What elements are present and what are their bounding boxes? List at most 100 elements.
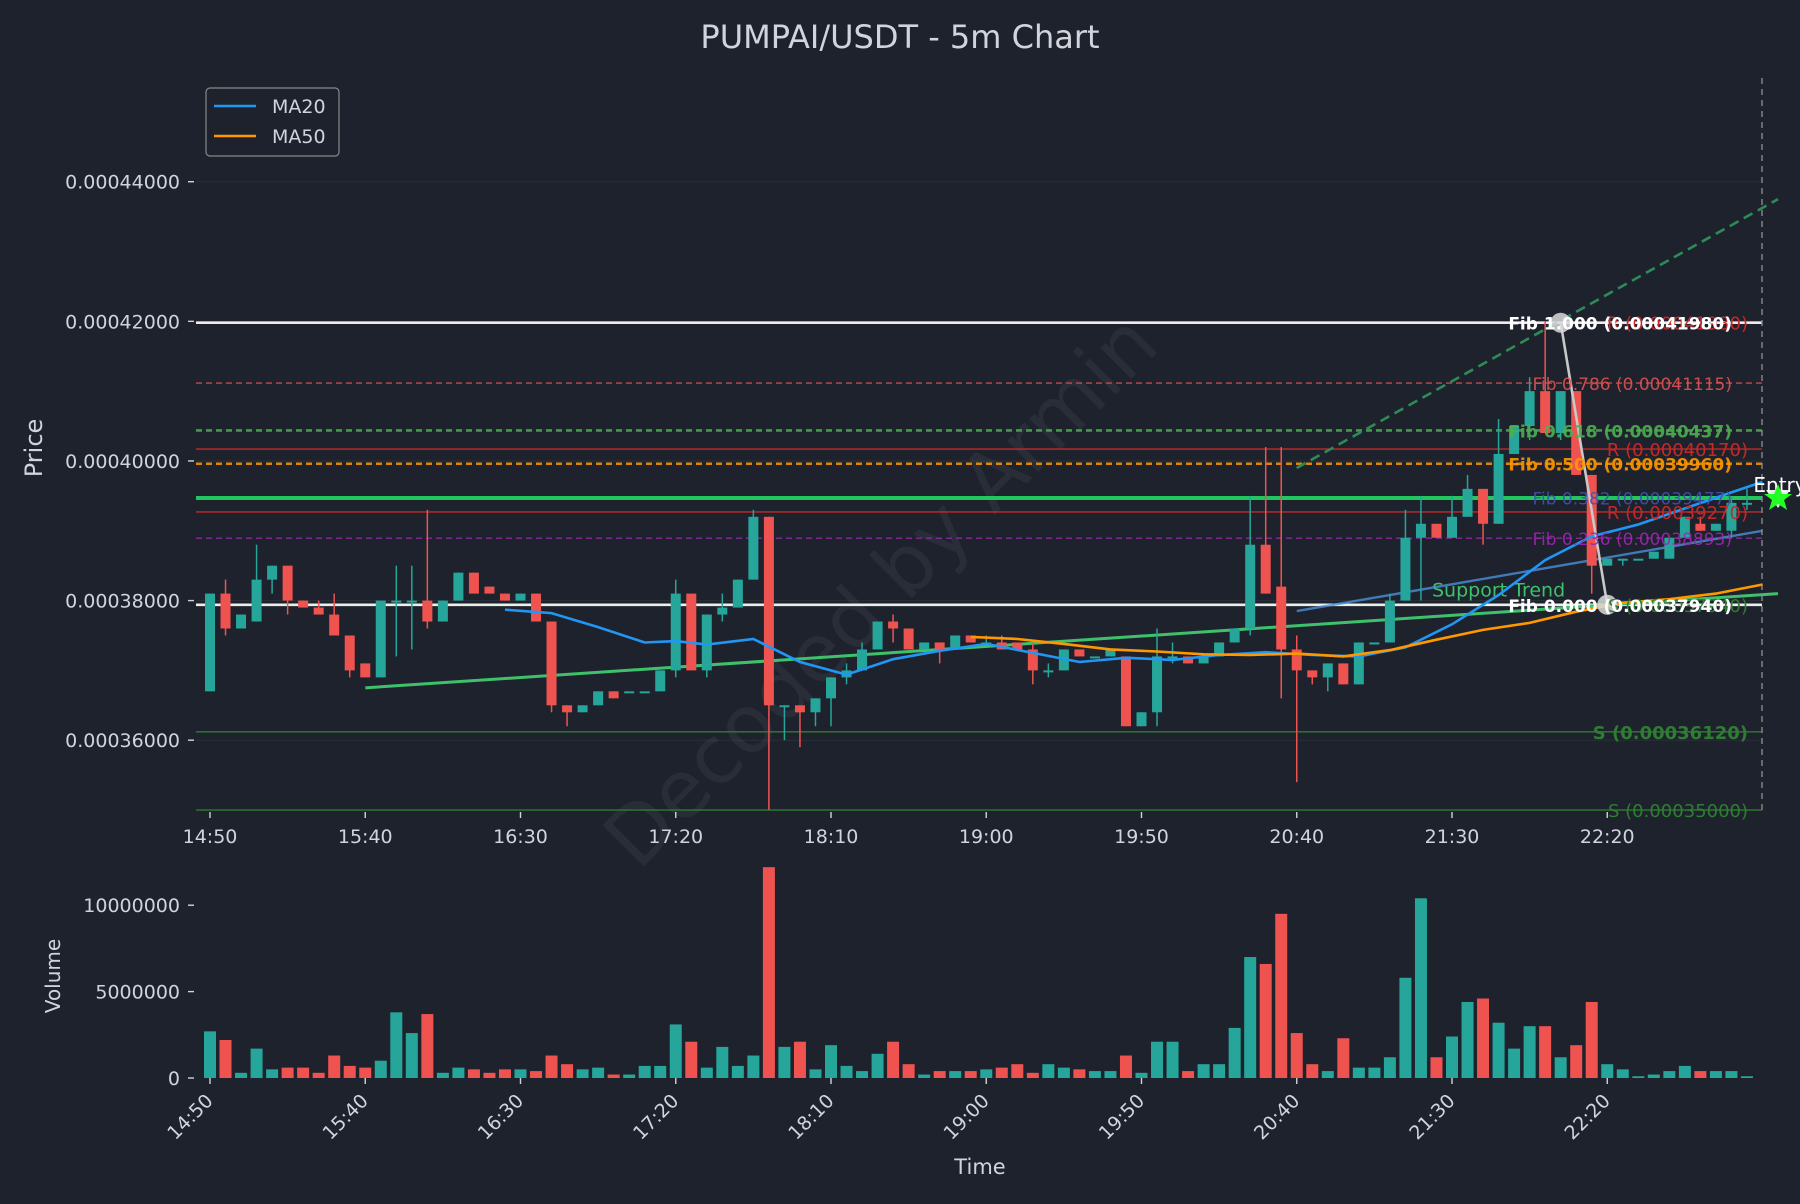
volume-bar (1740, 1076, 1753, 1078)
time-tick-label: 22:20 (1580, 826, 1635, 848)
candle-body (748, 516, 759, 580)
candle-body (1152, 656, 1163, 713)
candle-body (236, 614, 247, 629)
volume-bar (980, 1069, 993, 1078)
candle-body (1617, 558, 1628, 561)
candle-body (1664, 537, 1675, 559)
volume-bar (467, 1069, 480, 1078)
candle-body (1695, 523, 1706, 531)
time-tick-label: 16:30 (493, 826, 548, 848)
candle-body (1089, 656, 1100, 659)
volume-bar (328, 1055, 341, 1078)
candle-body (872, 621, 883, 650)
volume-bar (1213, 1064, 1226, 1078)
candle-body (220, 593, 231, 629)
candlesticks (205, 321, 1752, 811)
fib-level-label: Fib 1.000 (0.00041980) (1508, 315, 1732, 335)
volume-tick-label: 0 (168, 1068, 180, 1090)
candle-body (1415, 523, 1426, 538)
chart-title: PUMPAI/USDT - 5m Chart (700, 18, 1099, 56)
volume-bar (436, 1072, 449, 1078)
volume-bar (1368, 1067, 1381, 1078)
volume-bar (964, 1071, 977, 1078)
candle-body (1524, 391, 1535, 427)
candle-body (577, 705, 588, 713)
price-tick-label: 0.00044000 (65, 172, 180, 194)
fib-swing-point (1597, 594, 1618, 615)
volume-bar (747, 1055, 760, 1078)
time-tick-label: 15:40 (338, 826, 393, 848)
candle-body (344, 635, 355, 671)
candle-body (1648, 551, 1659, 559)
volume-bar (685, 1041, 698, 1078)
moving-averages (504, 480, 1763, 676)
candle-body (1447, 516, 1457, 538)
volume-bar (1647, 1074, 1660, 1078)
volume-bar (731, 1065, 744, 1078)
volume-bar (1135, 1072, 1148, 1078)
volume-bar (1119, 1055, 1132, 1078)
volume-bar (545, 1055, 558, 1078)
support-trend-label: Support Trend (1432, 579, 1565, 601)
sr-level-label: S (0.00037940) (1608, 596, 1748, 617)
volume-bar (1306, 1064, 1319, 1078)
volume-bar (250, 1048, 263, 1078)
fib-level-label: Fib 0.786 (0.00041115) (1532, 375, 1732, 395)
candle-body (717, 607, 728, 615)
volume-bar (1709, 1071, 1722, 1078)
candle-body (1555, 391, 1566, 434)
candle-body (950, 635, 961, 650)
candle-body (1726, 502, 1737, 531)
price-tick-label: 0.00042000 (65, 311, 180, 333)
trendlines: Support Trend (365, 78, 1779, 812)
volume-bar (1352, 1067, 1365, 1078)
candle-body (701, 614, 712, 671)
volume-bar (1088, 1071, 1101, 1078)
volume-bar (1166, 1041, 1179, 1078)
volume-bar (530, 1071, 543, 1078)
candle-body (1260, 544, 1271, 594)
volume-bar (1725, 1071, 1738, 1078)
volume-bar (281, 1067, 294, 1078)
candle-body (934, 642, 945, 650)
candle-body (919, 642, 930, 650)
candle-body (1400, 537, 1411, 601)
candle-body (468, 572, 479, 594)
candle-body (1586, 474, 1597, 566)
candle-body (251, 579, 262, 622)
volume-axis: 0 5000000 10000000 (83, 895, 194, 1090)
candle-body (608, 691, 619, 699)
volume-bar (1585, 1001, 1598, 1078)
candle-body (1229, 628, 1240, 643)
candle-body (205, 593, 215, 692)
candle-body (282, 565, 293, 601)
volume-bar (312, 1072, 325, 1078)
candle-body (903, 628, 914, 650)
candle-body (1120, 656, 1131, 727)
level-labels: R (0.00041980) R (0.00040170) R (0.0003927… (1508, 314, 1748, 822)
volume-bar (902, 1064, 915, 1078)
candle-body (267, 565, 278, 580)
volume-bar (1461, 1001, 1474, 1078)
volume-bar (887, 1041, 900, 1078)
volume-bar (1321, 1071, 1334, 1078)
volume-bar (1197, 1064, 1210, 1078)
volume-bar (1026, 1072, 1039, 1078)
volume-bar (669, 1024, 682, 1078)
volume-bar (623, 1074, 636, 1078)
candle-body (826, 677, 836, 699)
candle-body (531, 593, 542, 622)
candle-body (1540, 391, 1551, 434)
candle-body (437, 600, 448, 622)
candle-body (546, 621, 557, 706)
candle-body (1571, 391, 1582, 475)
volume-bar (1104, 1071, 1117, 1078)
volume-bar (390, 1012, 403, 1078)
volume-bar (1663, 1071, 1676, 1078)
volume-bar (219, 1039, 232, 1078)
sr-level-label: S (0.00035000) (1608, 801, 1748, 822)
candle-body (313, 607, 324, 615)
volume-bar (1477, 998, 1490, 1078)
